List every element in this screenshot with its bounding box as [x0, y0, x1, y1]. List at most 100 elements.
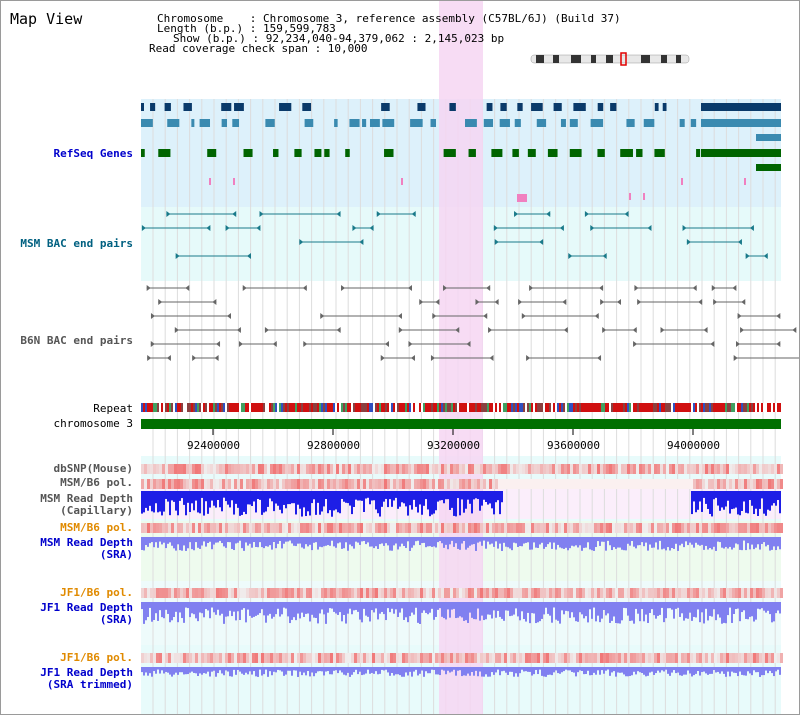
- heat-mark: [672, 588, 675, 598]
- read-depth-bar: [149, 537, 151, 544]
- heat-mark: [603, 464, 606, 474]
- track-label-dbsnp[interactable]: dbSNP(Mouse): [53, 462, 133, 475]
- heat-mark: [534, 588, 537, 598]
- read-depth-bar: [263, 602, 265, 616]
- track-label-msm-b6-pol[interactable]: MSM/B6 pol.: [60, 476, 133, 489]
- read-depth-bar: [179, 602, 181, 613]
- heat-mark: [267, 588, 270, 598]
- heat-mark: [522, 464, 525, 474]
- track-label-jf1-read-trimmed[interactable]: JF1 Read Depth (SRA trimmed): [40, 666, 133, 691]
- heat-mark: [405, 523, 408, 533]
- read-depth-bar: [679, 667, 681, 676]
- read-depth-bar: [157, 491, 159, 513]
- read-depth-bar: [373, 491, 375, 501]
- read-depth-bar: [543, 537, 545, 549]
- track-label-repeat[interactable]: Repeat: [93, 402, 133, 415]
- heat-mark: [354, 588, 357, 598]
- heat-mark: [261, 653, 264, 663]
- read-depth-bar: [411, 537, 413, 548]
- read-depth-bar: [219, 667, 221, 671]
- repeat-mark: [231, 403, 233, 412]
- track-label-jf1-read-sra[interactable]: JF1 Read Depth (SRA): [40, 601, 133, 626]
- track-label-jf1-b6-pol-trim[interactable]: JF1/B6 pol.: [60, 651, 133, 664]
- repeat-mark: [565, 403, 567, 412]
- read-depth-bar: [455, 667, 457, 676]
- heat-mark: [270, 464, 273, 474]
- read-depth-bar: [751, 667, 753, 676]
- heat-mark: [579, 464, 582, 474]
- read-depth-bar: [553, 667, 555, 673]
- heat-mark: [141, 653, 144, 663]
- heat-mark: [336, 653, 339, 663]
- heat-mark: [426, 523, 429, 533]
- repeat-mark: [333, 403, 335, 412]
- track-label-msm-read-sra[interactable]: MSM Read Depth (SRA): [40, 536, 133, 561]
- heat-mark: [213, 479, 216, 489]
- read-depth-bar: [775, 667, 777, 672]
- read-depth-bar: [631, 667, 633, 676]
- read-depth-bar: [767, 667, 769, 674]
- heat-mark: [726, 479, 729, 489]
- heat-mark: [399, 588, 402, 598]
- heat-mark: [516, 588, 519, 598]
- heat-mark: [186, 588, 189, 598]
- track-label-msm-bac[interactable]: MSM BAC end pairs: [20, 237, 133, 250]
- heat-mark: [348, 653, 351, 663]
- read-depth-bar: [411, 667, 413, 677]
- heat-mark: [291, 653, 294, 663]
- ideogram-band: [591, 55, 596, 63]
- track-label-msm-b6-pol-sra[interactable]: MSM/B6 pol.: [60, 521, 133, 534]
- read-depth-bar: [317, 667, 319, 672]
- repeat-mark: [737, 403, 739, 412]
- heat-mark: [357, 479, 360, 489]
- read-depth-bar: [485, 491, 487, 502]
- track-label-jf1-b6-pol[interactable]: JF1/B6 pol.: [60, 586, 133, 599]
- heat-mark: [687, 523, 690, 533]
- heat-mark: [312, 588, 315, 598]
- heat-mark: [387, 479, 390, 489]
- repeat-mark: [505, 403, 507, 412]
- heat-mark: [492, 464, 495, 474]
- heat-mark: [615, 653, 618, 663]
- read-depth-bar: [179, 491, 181, 501]
- read-depth-bar: [231, 602, 233, 617]
- heat-mark: [756, 479, 759, 489]
- read-depth-bar: [449, 602, 451, 618]
- heat-mark: [762, 653, 765, 663]
- read-depth-bar: [395, 667, 397, 675]
- read-depth-bar: [185, 602, 187, 608]
- read-depth-bar: [443, 602, 445, 619]
- heat-mark: [450, 653, 453, 663]
- heat-mark: [717, 588, 720, 598]
- read-depth-bar: [201, 537, 203, 546]
- track-label-refseq[interactable]: RefSeq Genes: [53, 147, 133, 160]
- read-depth-bar: [487, 537, 489, 542]
- heat-mark: [180, 523, 183, 533]
- heat-mark: [753, 464, 756, 474]
- track-label-chromosome[interactable]: chromosome 3: [53, 417, 133, 430]
- read-depth-bar: [471, 602, 473, 618]
- read-depth-bar: [749, 491, 751, 501]
- heat-mark: [528, 523, 531, 533]
- read-depth-bar: [199, 602, 201, 613]
- read-depth-bar: [459, 491, 461, 516]
- heat-mark: [333, 588, 336, 598]
- heat-mark: [714, 588, 717, 598]
- read-depth-bar: [765, 491, 767, 516]
- read-depth-bar: [771, 667, 773, 674]
- read-depth-bar: [173, 667, 175, 675]
- track-label-b6n-bac[interactable]: B6N BAC end pairs: [20, 334, 133, 347]
- read-depth-bar: [309, 491, 311, 516]
- read-depth-bar: [501, 491, 503, 503]
- gene-feature: [294, 149, 302, 157]
- read-depth-bar: [167, 537, 169, 544]
- heat-mark: [528, 588, 531, 598]
- heat-mark: [582, 523, 585, 533]
- heat-mark: [294, 653, 297, 663]
- repeat-mark: [547, 403, 549, 412]
- read-depth-bar: [331, 602, 333, 609]
- read-depth-bar: [285, 602, 287, 609]
- track-label-msm-read-capillary[interactable]: MSM Read Depth (Capillary): [40, 492, 133, 517]
- heat-mark: [273, 523, 276, 533]
